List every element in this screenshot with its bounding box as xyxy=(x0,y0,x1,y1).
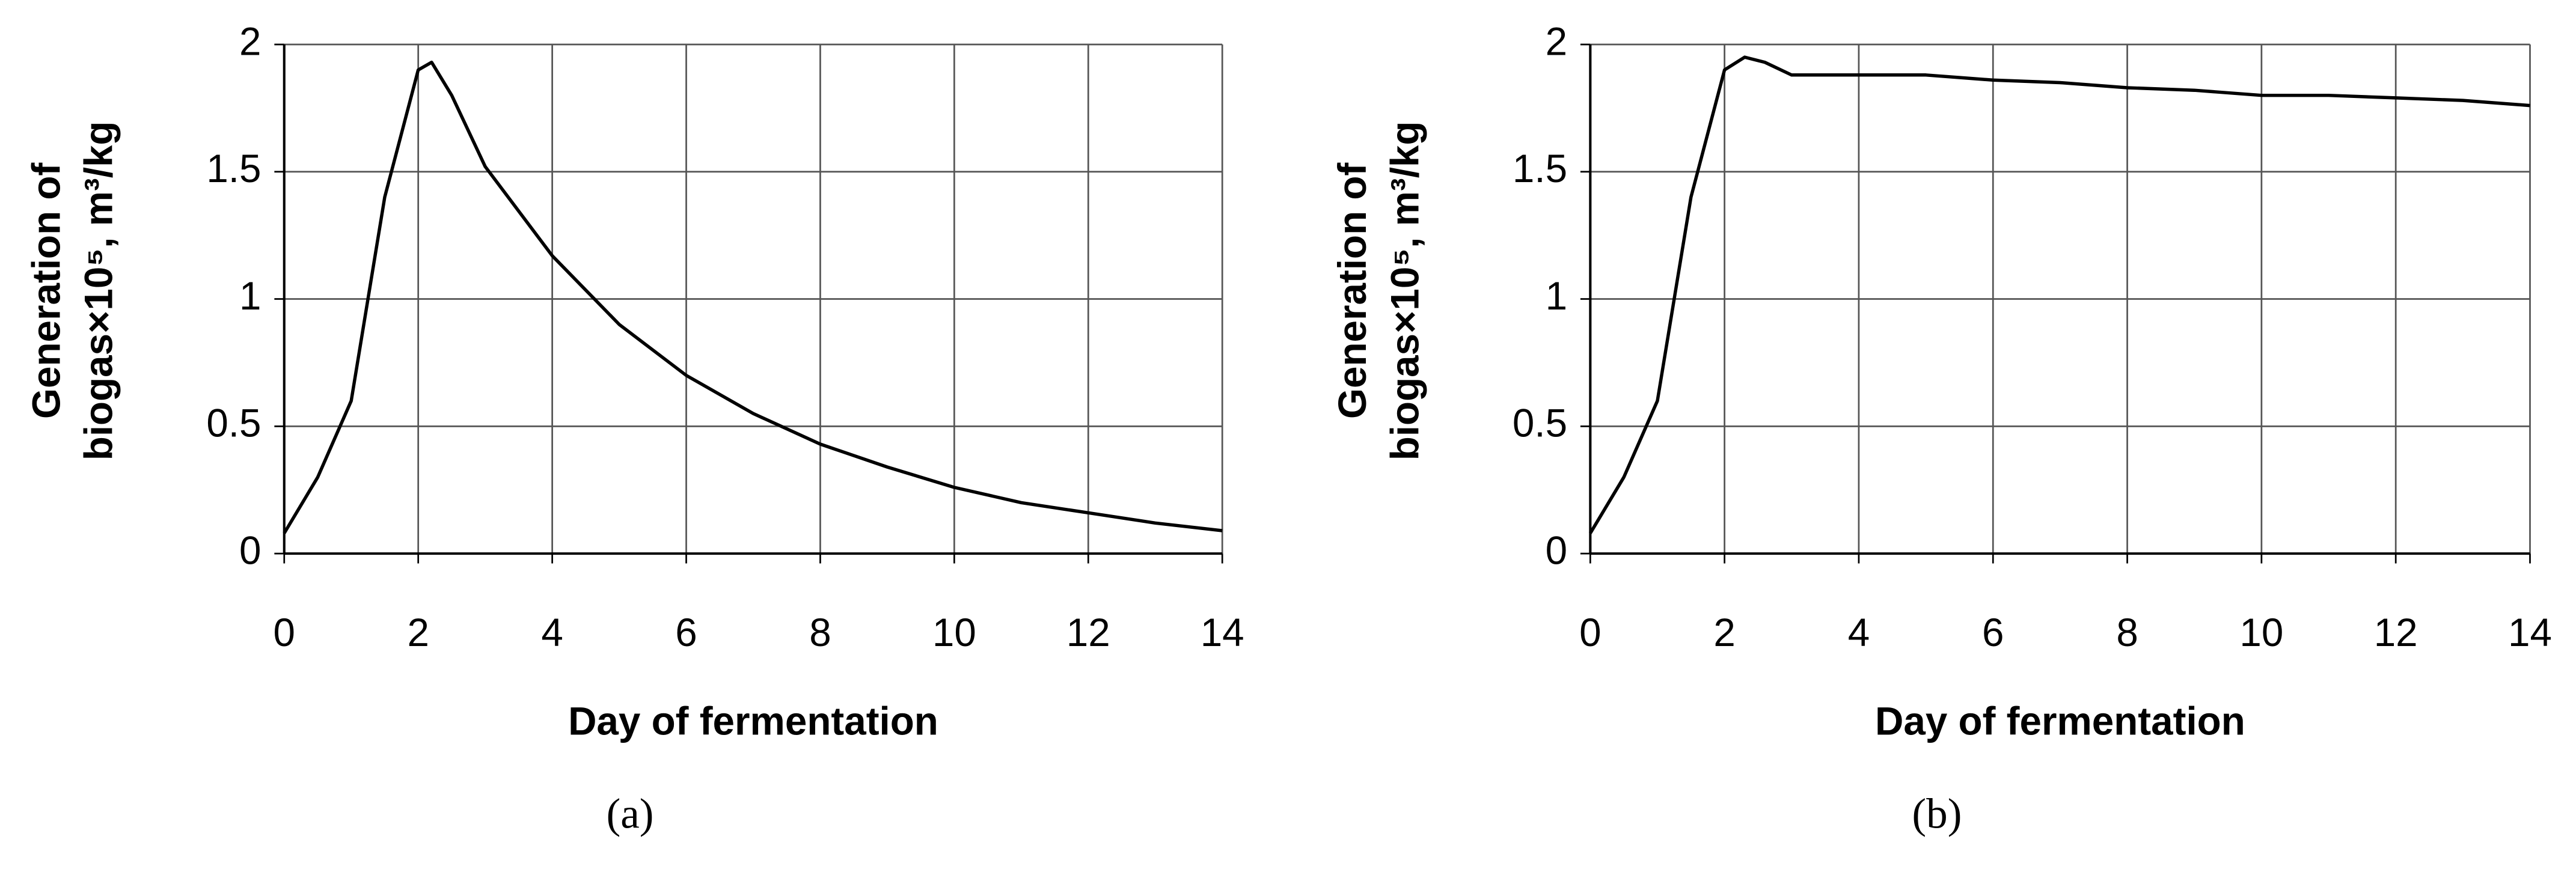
data-line xyxy=(1588,55,2530,534)
x-axis-title: Day of fermentation xyxy=(1875,700,2245,743)
y-tick-label: 1 xyxy=(1546,274,1567,318)
x-tick-label: 2 xyxy=(1713,611,1735,654)
data-line xyxy=(283,60,1223,534)
y-tick-label: 0.5 xyxy=(206,401,261,445)
x-tick-label: 10 xyxy=(932,611,976,654)
y-tick-label: 0.5 xyxy=(1513,401,1567,445)
y-tick-label: 1.5 xyxy=(1513,147,1567,191)
x-tick-label: 8 xyxy=(2116,611,2138,654)
y-axis-title: Generation of xyxy=(1330,163,1374,419)
x-axis-title: Day of fermentation xyxy=(568,700,938,743)
y-axis-title: Generation of xyxy=(24,163,68,419)
panel-label: (b) xyxy=(1912,790,1962,837)
x-tick-label: 0 xyxy=(1579,611,1601,654)
y-tick-label: 0 xyxy=(1546,528,1567,572)
x-tick-label: 10 xyxy=(2239,611,2283,654)
x-tick-label: 12 xyxy=(2374,611,2418,654)
x-tick-label: 2 xyxy=(407,611,429,654)
y-tick-label: 2 xyxy=(1546,19,1567,63)
y-axis-title: biogas×10⁵, m³/kg xyxy=(1383,121,1427,461)
x-tick-label: 12 xyxy=(1066,611,1110,654)
panel-label: (a) xyxy=(607,790,654,837)
x-tick-label: 4 xyxy=(1848,611,1870,654)
x-tick-label: 8 xyxy=(809,611,831,654)
y-tick-label: 0 xyxy=(239,528,261,572)
x-tick-label: 4 xyxy=(541,611,563,654)
y-tick-label: 1 xyxy=(239,274,261,318)
y-axis-title: biogas×10⁵, m³/kg xyxy=(77,121,121,461)
x-tick-label: 14 xyxy=(1201,611,1244,654)
x-tick-label: 14 xyxy=(2508,611,2552,654)
x-tick-label: 6 xyxy=(1982,611,2004,654)
y-tick-label: 2 xyxy=(239,19,261,63)
x-tick-label: 0 xyxy=(274,611,295,654)
x-tick-label: 6 xyxy=(675,611,697,654)
y-tick-label: 1.5 xyxy=(206,147,261,191)
